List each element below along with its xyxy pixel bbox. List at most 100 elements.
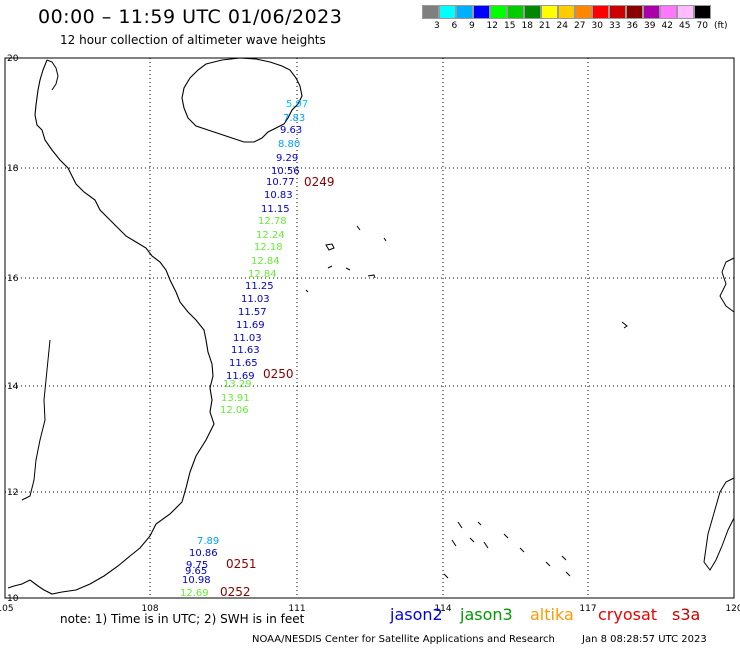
- lat-lon-grid: [5, 58, 734, 598]
- scale-label: 3: [434, 21, 440, 31]
- pass-time-label: 0251: [226, 557, 257, 571]
- lon-tick-label: 117: [579, 604, 596, 614]
- satellite-legend-item: jason3: [460, 605, 513, 624]
- wave-height-value: 12.24: [256, 230, 285, 241]
- wave-height-color-scale: 3 6 9 12 15 18 21 24 27 30 33 36 39 42 45 70 (ft): [422, 5, 732, 33]
- scale-label: 15: [504, 21, 516, 31]
- palawan-coastline: [703, 477, 735, 571]
- wave-height-value: 11.25: [245, 281, 274, 292]
- scale-swatch: [660, 5, 677, 19]
- map-title: 00:00 – 11:59 UTC 01/06/2023: [38, 6, 343, 28]
- wave-height-value: 11.03: [233, 333, 262, 344]
- scale-swatch: [456, 5, 473, 19]
- scale-label: 27: [574, 21, 586, 31]
- scale-swatch: [507, 5, 524, 19]
- map-frame: [4, 57, 735, 599]
- lat-tick-label: 10: [7, 594, 19, 604]
- wave-height-value: 5.97: [286, 99, 308, 110]
- pass-time-label: 0250: [263, 367, 294, 381]
- gulf-coastline: [46, 59, 59, 91]
- vietnam-coastline: [29, 59, 215, 595]
- scale-swatch: [439, 5, 456, 19]
- wave-height-value: 12.78: [258, 216, 287, 227]
- scale-swatch: [694, 5, 711, 19]
- wave-height-value: 10.86: [189, 548, 218, 559]
- hainan-island: [181, 57, 303, 143]
- pass-time-label: 0252: [220, 585, 251, 599]
- wave-height-value: 12.18: [254, 242, 283, 253]
- satellite-legend-item: s3a: [672, 605, 701, 624]
- wave-height-value: 11.15: [261, 204, 290, 215]
- wave-height-value: 11.63: [231, 345, 260, 356]
- scale-label: 21: [539, 21, 551, 31]
- wave-height-value: 10.77: [266, 177, 295, 188]
- lat-tick-label: 20: [7, 54, 19, 64]
- wave-height-value: 9.63: [280, 125, 302, 136]
- scale-swatch: [643, 5, 660, 19]
- scale-label: 9: [469, 21, 475, 31]
- wave-height-value: 13.29: [223, 379, 252, 390]
- scale-swatch: [524, 5, 541, 19]
- wave-height-value: 7.83: [283, 113, 305, 124]
- wave-height-value: 13.91: [221, 393, 250, 404]
- paracel-islands: [305, 225, 387, 293]
- wave-height-value: 11.57: [238, 307, 267, 318]
- lon-tick-label: 105: [0, 604, 14, 614]
- scale-label: 39: [644, 21, 656, 31]
- satellite-legend-item: cryosat: [598, 605, 658, 624]
- wave-height-value: 10.83: [264, 190, 293, 201]
- wave-height-value: 12.06: [220, 405, 249, 416]
- wave-height-value: 10.56: [271, 166, 300, 177]
- wave-height-value: 9.65: [185, 566, 207, 577]
- wave-height-value: 12.69: [180, 588, 209, 599]
- wave-height-value: 7.89: [197, 536, 219, 547]
- scale-swatch: [541, 5, 558, 19]
- scale-swatch: [626, 5, 643, 19]
- wave-height-value: 8.80: [278, 139, 300, 150]
- scale-label: 24: [556, 21, 568, 31]
- footer-note: note: 1) Time is in UTC; 2) SWH is in fe…: [60, 612, 305, 626]
- scale-label: 6: [451, 21, 458, 31]
- scale-label: 36: [626, 21, 638, 31]
- map-subtitle: 12 hour collection of altimeter wave hei…: [60, 33, 326, 47]
- scale-swatch: [592, 5, 609, 19]
- pass-time-labels: 0249 0250 0251 0252: [220, 175, 335, 599]
- scale-label: (ft): [714, 21, 728, 31]
- wave-height-value: 12.84: [248, 269, 277, 280]
- wave-height-value: 9.29: [276, 153, 298, 164]
- lat-tick-label: 12: [7, 488, 18, 498]
- small-reef: [621, 321, 628, 329]
- scale-label: 42: [661, 21, 673, 31]
- color-scale-labels: 3 6 9 12 15 18 21 24 27 30 33 36 39 42 45 70 (ft): [422, 19, 732, 31]
- pass-time-label: 0249: [304, 175, 335, 189]
- color-scale-boxes: [422, 5, 732, 19]
- lon-tick-label: 120: [725, 604, 740, 614]
- wave-height-value: 11.65: [229, 358, 258, 369]
- wave-height-value: 9.75: [186, 560, 208, 571]
- scale-swatch: [473, 5, 490, 19]
- scale-label: 45: [679, 21, 691, 31]
- scale-label: 18: [521, 21, 533, 31]
- west-island: [21, 339, 51, 501]
- satellite-legend-item: jason2: [390, 605, 443, 624]
- lon-tick-label: 111: [288, 604, 305, 614]
- lon-tick-label: 108: [141, 604, 158, 614]
- lat-tick-label: 18: [7, 164, 19, 174]
- scale-swatch: [609, 5, 626, 19]
- lat-tick-label: 16: [7, 274, 19, 284]
- generation-timestamp: Jan 8 08:28:57 UTC 2023: [582, 634, 707, 645]
- scale-swatch: [677, 5, 694, 19]
- scale-swatch: [575, 5, 592, 19]
- credit-line: NOAA/NESDIS Center for Satellite Applica…: [252, 634, 555, 645]
- scale-label: 12: [486, 21, 498, 31]
- spratly-islands: [443, 521, 571, 579]
- lat-tick-label: 14: [7, 382, 19, 392]
- scale-swatch: [422, 5, 439, 19]
- scale-swatch: [490, 5, 507, 19]
- philippines-coastline: [719, 257, 735, 313]
- wave-height-value: 10.98: [182, 575, 211, 586]
- scale-label: 33: [609, 21, 621, 31]
- satellite-legend-item: altika: [530, 605, 574, 624]
